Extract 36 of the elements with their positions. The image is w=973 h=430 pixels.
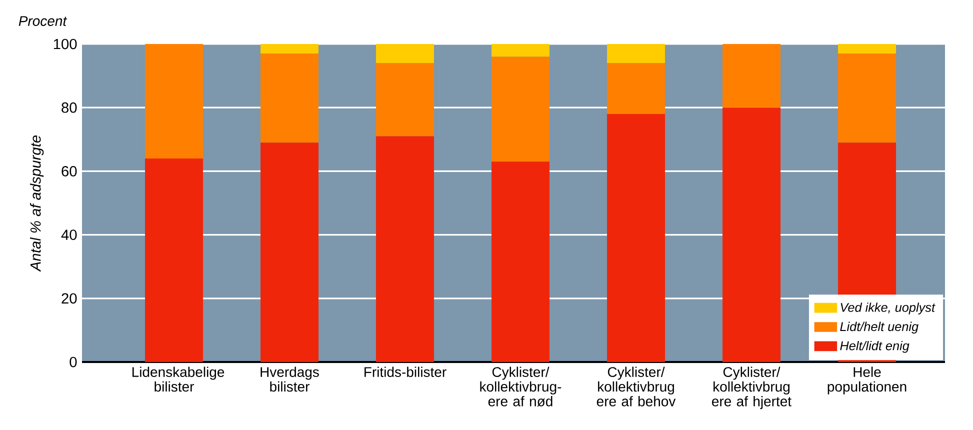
y-tick-label: 0 [70,356,77,368]
x-tick-label: Cyklister/ kollektivbrug-ere af nød [480,366,562,406]
bar [607,114,666,362]
bar [722,44,781,108]
bar [838,54,896,143]
bar [145,44,204,158]
y-tick-label: 40 [61,230,77,240]
bar [376,44,434,64]
x-tick-label: Fritids-bilister [364,366,446,377]
bar [492,162,550,362]
y-tick-label: 100 [54,38,77,50]
bar [260,44,319,54]
legend-label: Ved ikke, uoplyst [840,302,936,314]
text: Procent [18,16,68,26]
y-tick-label: 60 [62,166,77,176]
y-axis-title: Antal % af adspurgte [30,135,44,272]
bar [722,108,781,362]
y-tick-label: 80 [62,102,77,113]
legend-label: Helt/lidt enig [840,340,910,353]
legend-label: Lidt/helt uenig [840,322,918,334]
x-tick-label: Hverdags bilister [260,366,319,392]
bar [492,44,550,57]
bar [607,63,666,114]
bar [260,142,319,362]
x-tick-label: Cyklister/ kollektivbrug ere af hjertet [712,366,792,410]
x-tick-label: Cyklister/ kollektivbrug ere af behov [596,366,676,406]
bar [376,136,434,362]
bar [607,44,666,64]
bar [376,63,434,136]
x-tick-label: Lidenskabelige bilister [132,366,224,392]
bar [492,56,550,162]
bar [260,54,319,143]
x-tick-label: Hele populationen [828,366,906,394]
bar [145,158,204,362]
bar [838,44,896,54]
y-tick-label: 20 [62,293,77,304]
